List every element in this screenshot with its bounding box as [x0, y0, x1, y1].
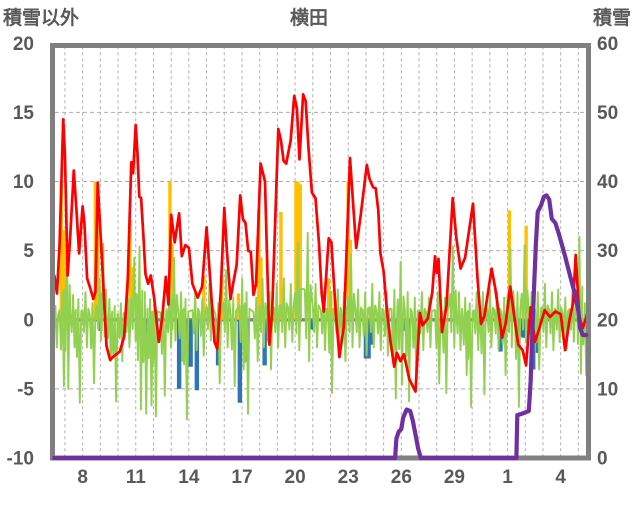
left-axis-tick-label: -10 [7, 449, 34, 470]
left-axis-tick-label: 10 [13, 172, 34, 193]
left-axis-tick-label: 5 [23, 241, 34, 262]
green-oscillation-series [52, 231, 589, 421]
x-axis-tick-label: 29 [444, 467, 465, 488]
chart-title: 横田 [289, 8, 329, 29]
snow-depth-series [52, 193, 589, 461]
right-axis-tick-label: 50 [597, 103, 618, 124]
x-axis-tick-label: 14 [178, 467, 200, 488]
x-axis-tick-label: 23 [338, 467, 359, 488]
left-axis-title: 積雪以外 [3, 8, 80, 29]
x-axis-tick-label: 20 [285, 467, 306, 488]
temperature-series [52, 93, 589, 393]
right-axis-tick-label: 0 [597, 449, 608, 470]
left-axis-tick-label: 20 [13, 34, 34, 55]
right-axis-tick-label: 60 [597, 34, 618, 55]
x-axis-tick-label: 8 [77, 467, 88, 488]
right-axis-title: 積雪 [593, 8, 632, 29]
left-axis-tick-label: -5 [17, 379, 34, 400]
x-axis-tick-label: 26 [391, 467, 412, 488]
left-axis-tick-label: 0 [23, 310, 34, 331]
right-axis-tick-label: 10 [597, 379, 618, 400]
left-axis-tick-label: 15 [13, 103, 35, 124]
x-axis-tick-label: 17 [231, 467, 252, 488]
right-axis-tick-label: 40 [597, 172, 618, 193]
right-axis-tick-label: 30 [597, 241, 618, 262]
x-axis-tick-label: 4 [555, 467, 566, 488]
x-axis-tick-label: 1 [502, 467, 513, 488]
right-axis-tick-label: 20 [597, 310, 618, 331]
x-axis-tick-label: 11 [126, 467, 147, 488]
